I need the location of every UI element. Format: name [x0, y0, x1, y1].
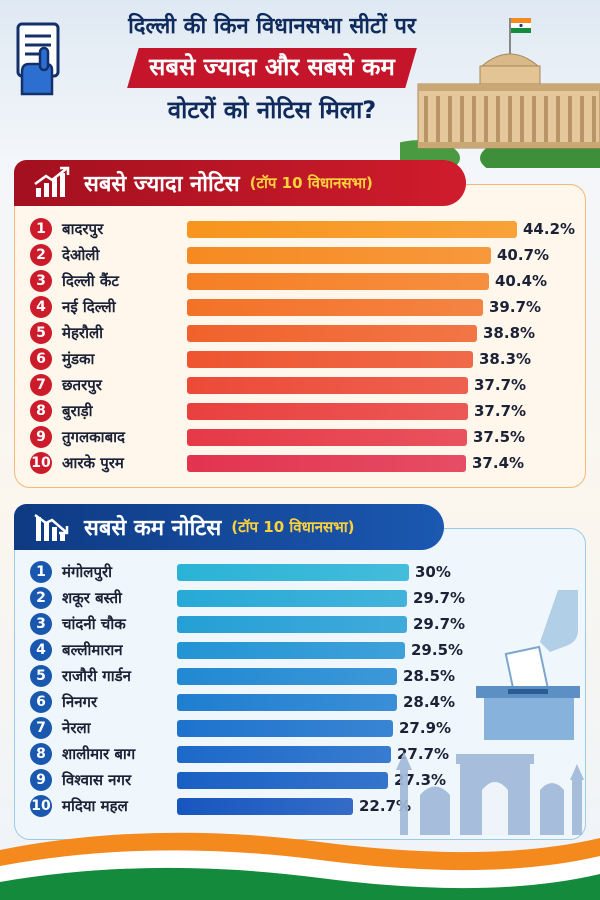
rank-badge: 7 — [30, 374, 52, 396]
value-label: 39.7% — [489, 298, 542, 316]
bar — [177, 564, 409, 581]
bar — [187, 221, 517, 238]
bar — [177, 772, 388, 789]
constituency-label: मुंडका — [62, 350, 95, 368]
trend-up-chart-icon — [34, 166, 70, 197]
bar — [187, 429, 467, 446]
rank-badge: 5 — [30, 322, 52, 344]
bar — [187, 403, 468, 420]
header: दिल्ली की किन विधानसभा सीटों पर सबसे ज्य… — [0, 0, 600, 168]
value-label: 27.9% — [399, 719, 452, 737]
rank-badge: 3 — [30, 270, 52, 292]
parliament-building-image — [400, 18, 600, 168]
bar — [187, 247, 491, 264]
rank-badge: 1 — [30, 218, 52, 240]
title-line-1: दिल्ली की किन विधानसभा सीटों पर — [128, 14, 416, 39]
rank-badge: 6 — [30, 691, 52, 713]
most-notices-title: सबसे ज्यादा नोटिस — [84, 172, 240, 197]
value-label: 37.7% — [474, 376, 527, 394]
value-label: 37.7% — [474, 402, 527, 420]
rank-badge: 8 — [30, 743, 52, 765]
constituency-label: चांदनी चौक — [62, 615, 126, 633]
page-title: दिल्ली की किन विधानसभा सीटों पर सबसे ज्य… — [72, 10, 472, 128]
bar — [177, 590, 407, 607]
value-label: 28.4% — [403, 693, 456, 711]
bar — [177, 642, 405, 659]
rank-badge: 9 — [30, 769, 52, 791]
most-notices-subtitle: (टॉप 10 विधानसभा) — [249, 174, 373, 192]
bar — [177, 694, 397, 711]
constituency-label: शालीमार बाग — [62, 745, 136, 763]
bar — [177, 616, 407, 633]
rank-badge: 2 — [30, 587, 52, 609]
trend-down-chart-icon — [34, 513, 69, 541]
rank-badge: 6 — [30, 348, 52, 370]
least-notices-title: सबसे कम नोटिस — [84, 516, 222, 541]
bar — [187, 377, 468, 394]
bar — [177, 720, 393, 737]
bar — [187, 455, 466, 472]
most-notices-banner: सबसे ज्यादा नोटिस (टॉप 10 विधानसभा) — [14, 160, 466, 206]
constituency-label: नई दिल्ली — [62, 298, 116, 316]
value-label: 44.2% — [523, 220, 576, 238]
title-line-2: सबसे ज्यादा और सबसे कम — [127, 48, 417, 88]
value-label: 29.5% — [411, 641, 464, 659]
value-label: 28.5% — [403, 667, 456, 685]
value-label: 40.4% — [495, 272, 548, 290]
value-label: 22.7% — [359, 797, 412, 815]
bar — [187, 325, 477, 342]
constituency-label: दिल्ली कैंट — [62, 272, 119, 290]
rank-badge: 10 — [30, 452, 52, 474]
rank-badge: 9 — [30, 426, 52, 448]
document-hand-icon — [16, 22, 60, 96]
constituency-label: मेहरौली — [62, 324, 104, 342]
constituency-label: तुगलकाबाद — [62, 428, 125, 446]
constituency-label: निनगर — [62, 693, 98, 711]
value-label: 37.4% — [472, 454, 525, 472]
rank-badge: 5 — [30, 665, 52, 687]
constituency-label: बल्लीमारान — [62, 641, 123, 659]
constituency-label: छतरपुर — [62, 376, 102, 394]
bar — [177, 746, 391, 763]
rank-badge: 1 — [30, 561, 52, 583]
least-notices-subtitle: (टॉप 10 विधानसभा) — [231, 518, 355, 536]
rank-badge: 8 — [30, 400, 52, 422]
constituency-label: शकूर बस्ती — [62, 589, 122, 607]
rank-badge: 2 — [30, 244, 52, 266]
value-label: 37.5% — [473, 428, 526, 446]
bar — [187, 351, 473, 368]
constituency-label: मंगोलपुरी — [62, 563, 113, 581]
bar — [177, 798, 353, 815]
constituency-label: आरके पुरम — [62, 454, 124, 472]
rank-badge: 3 — [30, 613, 52, 635]
value-label: 29.7% — [413, 615, 466, 633]
least-notices-banner: सबसे कम नोटिस (टॉप 10 विधानसभा) — [14, 504, 444, 550]
ballot-box-illustration — [476, 590, 580, 740]
title-line-3: वोटरों को नोटिस मिला? — [167, 96, 377, 124]
constituency-label: विश्वास नगर — [62, 771, 132, 789]
constituency-label: बुराड़ी — [62, 402, 93, 420]
constituency-label: बादरपुर — [62, 220, 104, 238]
constituency-label: नेरला — [62, 719, 91, 737]
rank-badge: 4 — [30, 296, 52, 318]
value-label: 38.3% — [479, 350, 532, 368]
bar — [177, 668, 397, 685]
constituency-label: राजौरी गार्डन — [62, 667, 131, 685]
constituency-label: देओली — [62, 246, 100, 264]
bar — [187, 299, 483, 316]
value-label: 38.8% — [483, 324, 536, 342]
rank-badge: 4 — [30, 639, 52, 661]
bar — [187, 273, 489, 290]
india-gate-skyline-illustration — [396, 752, 584, 835]
rank-badge: 10 — [30, 795, 52, 817]
tricolor-wave-decoration — [0, 832, 600, 900]
rank-badge: 7 — [30, 717, 52, 739]
value-label: 30% — [415, 563, 451, 581]
value-label: 40.7% — [497, 246, 550, 264]
constituency-label: मदिया महल — [62, 797, 128, 815]
value-label: 29.7% — [413, 589, 466, 607]
value-label: 27.7% — [397, 745, 450, 763]
